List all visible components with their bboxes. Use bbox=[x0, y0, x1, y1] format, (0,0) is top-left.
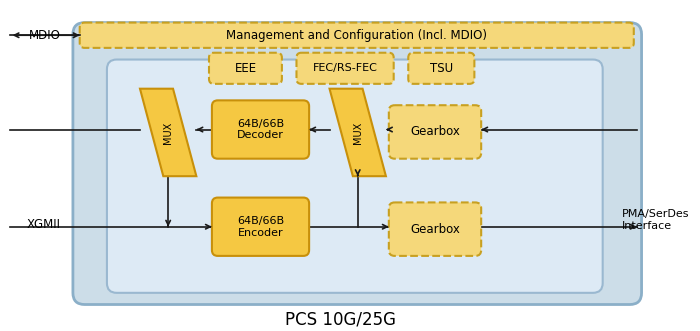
Text: PCS 10G/25G: PCS 10G/25G bbox=[285, 310, 395, 328]
Text: PMA/SerDes
Interface: PMA/SerDes Interface bbox=[622, 209, 690, 231]
Text: Management and Configuration (Incl. MDIO): Management and Configuration (Incl. MDIO… bbox=[226, 29, 487, 42]
FancyBboxPatch shape bbox=[107, 60, 603, 293]
FancyBboxPatch shape bbox=[212, 100, 309, 159]
FancyBboxPatch shape bbox=[212, 198, 309, 256]
FancyBboxPatch shape bbox=[389, 105, 481, 159]
Text: 64B/66B
Encoder: 64B/66B Encoder bbox=[237, 216, 284, 238]
Text: XGMII: XGMII bbox=[27, 218, 60, 231]
FancyBboxPatch shape bbox=[389, 203, 481, 256]
Text: Gearbox: Gearbox bbox=[410, 125, 460, 138]
Text: FEC/RS-FEC: FEC/RS-FEC bbox=[313, 63, 377, 73]
Text: MDIO: MDIO bbox=[29, 29, 60, 42]
Polygon shape bbox=[330, 89, 386, 176]
FancyBboxPatch shape bbox=[408, 53, 475, 84]
FancyBboxPatch shape bbox=[209, 53, 282, 84]
Text: TSU: TSU bbox=[430, 62, 453, 75]
Text: MUX: MUX bbox=[353, 121, 363, 144]
FancyBboxPatch shape bbox=[73, 23, 642, 305]
Text: EEE: EEE bbox=[234, 62, 256, 75]
Text: Gearbox: Gearbox bbox=[410, 223, 460, 236]
Polygon shape bbox=[140, 89, 197, 176]
Text: 64B/66B
Decoder: 64B/66B Decoder bbox=[237, 119, 284, 140]
FancyBboxPatch shape bbox=[297, 53, 393, 84]
FancyBboxPatch shape bbox=[80, 23, 634, 48]
Text: MUX: MUX bbox=[163, 121, 173, 144]
